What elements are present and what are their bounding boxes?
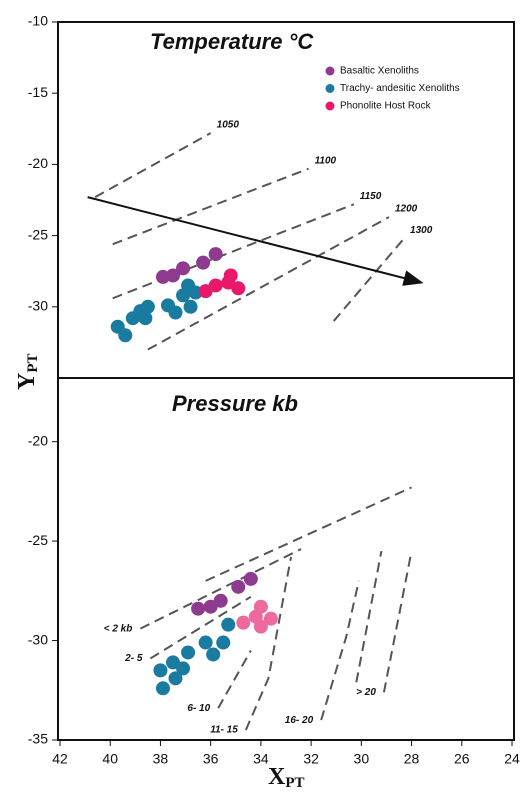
isoline-label: 6- 10 (187, 703, 210, 714)
legend-marker (325, 101, 335, 111)
isoline-label: 2- 5 (124, 653, 143, 664)
x-axis-label: XPT (268, 764, 305, 791)
y-tick-label: -35 (28, 731, 48, 747)
data-point (183, 299, 198, 314)
x-tick-label: 24 (504, 751, 520, 767)
data-point (153, 663, 168, 678)
y-tick-label: -30 (28, 298, 48, 314)
isoline (244, 556, 293, 731)
x-tick-label: 42 (52, 751, 68, 767)
data-point (263, 611, 278, 626)
data-point (176, 661, 191, 676)
isoline (320, 580, 360, 721)
data-point (181, 645, 196, 660)
isoline-label: > 20 (356, 687, 376, 698)
isoline-label: 16- 20 (285, 715, 314, 726)
data-point (213, 593, 228, 608)
isoline-label: 1100 (315, 155, 337, 166)
data-point (118, 328, 133, 343)
y-tick-label: -10 (28, 13, 48, 29)
x-tick-label: 28 (404, 751, 420, 767)
data-point (191, 601, 206, 616)
isoline (382, 550, 413, 693)
x-axis-label-main: X (268, 764, 286, 790)
x-tick-label: 38 (153, 751, 169, 767)
x-axis-label-sub: PT (285, 775, 304, 790)
isoline (205, 486, 412, 582)
isoline (139, 548, 302, 630)
data-point (253, 619, 268, 634)
isoline (332, 237, 405, 322)
data-point (198, 635, 213, 650)
data-point (208, 278, 223, 293)
x-tick-label: 34 (253, 751, 269, 767)
data-point (231, 579, 246, 594)
isoline-label: 1200 (395, 204, 418, 215)
x-tick-label: 40 (102, 751, 118, 767)
y-tick-label: -30 (28, 631, 48, 647)
isoline (112, 203, 355, 300)
x-tick-label: 30 (354, 751, 370, 767)
isoline (147, 216, 390, 351)
isoline (94, 132, 212, 199)
y-axis-label: YPT (14, 353, 42, 390)
data-point (196, 255, 211, 270)
data-point (176, 261, 191, 276)
x-tick-label: 26 (454, 751, 470, 767)
x-tick-label: 32 (303, 751, 319, 767)
trend-arrow (87, 196, 424, 286)
legend-marker (325, 66, 335, 76)
legend-label: Basaltic Xenoliths (340, 66, 419, 77)
x-tick-label: 36 (203, 751, 219, 767)
panel-title: Temperature °C (150, 29, 314, 54)
isoline-label: 1150 (360, 191, 382, 202)
isoline-label: 1050 (217, 120, 240, 131)
data-point (253, 599, 268, 614)
isoline-label: 11- 15 (210, 725, 238, 736)
data-point (231, 281, 246, 296)
isoline-label: < 2 kb (104, 623, 133, 634)
isoline-label: 1300 (410, 225, 433, 236)
legend-marker (325, 84, 335, 93)
y-tick-label: -20 (28, 432, 48, 448)
data-point (208, 247, 223, 262)
legend-label: Trachy- andesitic Xenoliths (340, 83, 460, 94)
legend-label: Phonolite Host Rock (340, 101, 432, 112)
data-point (223, 268, 238, 283)
y-axis-label-sub: PT (25, 353, 41, 372)
isoline (217, 650, 252, 709)
data-point (206, 647, 221, 662)
y-tick-label: -25 (28, 226, 48, 242)
frame (57, 21, 515, 741)
data-point (138, 311, 153, 326)
data-point (168, 305, 183, 320)
y-tick-label: -20 (28, 155, 48, 171)
y-tick-label: -15 (28, 84, 48, 100)
data-point (155, 681, 170, 696)
data-point (236, 615, 251, 630)
y-axis-label-main: Y (14, 373, 40, 390)
data-point (140, 299, 155, 314)
data-point (166, 268, 180, 283)
y-tick-label: -25 (28, 532, 48, 548)
data-point (221, 617, 236, 632)
data-point (216, 635, 231, 650)
data-point (168, 671, 183, 686)
data-point (243, 571, 258, 586)
isoline (355, 550, 383, 683)
isoline (112, 167, 309, 246)
isoline (149, 595, 252, 660)
panel-title: Pressure kb (172, 391, 298, 416)
